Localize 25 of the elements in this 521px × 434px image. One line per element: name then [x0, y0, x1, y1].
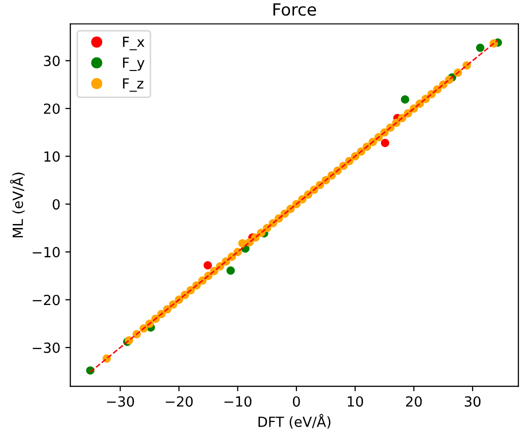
y-tick-label: 20: [44, 103, 60, 114]
legend-label: F_x: [123, 36, 144, 50]
point: [400, 95, 410, 104]
point: [204, 261, 212, 270]
y-tick-label: 0: [52, 199, 60, 210]
y-tick-label: −30: [32, 342, 60, 354]
x-tick-label: 20: [406, 396, 422, 407]
chart-title: Force: [273, 3, 316, 16]
y-tick-label: 30: [44, 56, 60, 66]
x-tick-label: 10: [348, 396, 364, 407]
legend-label: F_z: [123, 78, 144, 92]
point: [226, 266, 235, 275]
y-tick-label: −20: [32, 294, 60, 306]
x-tick-label: 30: [464, 396, 481, 407]
y-tick-label: 10: [44, 151, 60, 162]
y-axis-title: ML (eV/Å): [10, 172, 25, 238]
y-tick-label: −10: [32, 246, 60, 258]
x-tick-label: −20: [166, 396, 193, 407]
legend-label: F_y: [123, 58, 144, 71]
x-tick-label: −10: [224, 396, 252, 407]
point: [380, 138, 390, 148]
x-tick-label: 0: [292, 396, 300, 407]
x-axis-title: DFT (eV/Å): [258, 414, 330, 429]
x-tick-label: −30: [107, 396, 134, 407]
point: [476, 44, 484, 52]
